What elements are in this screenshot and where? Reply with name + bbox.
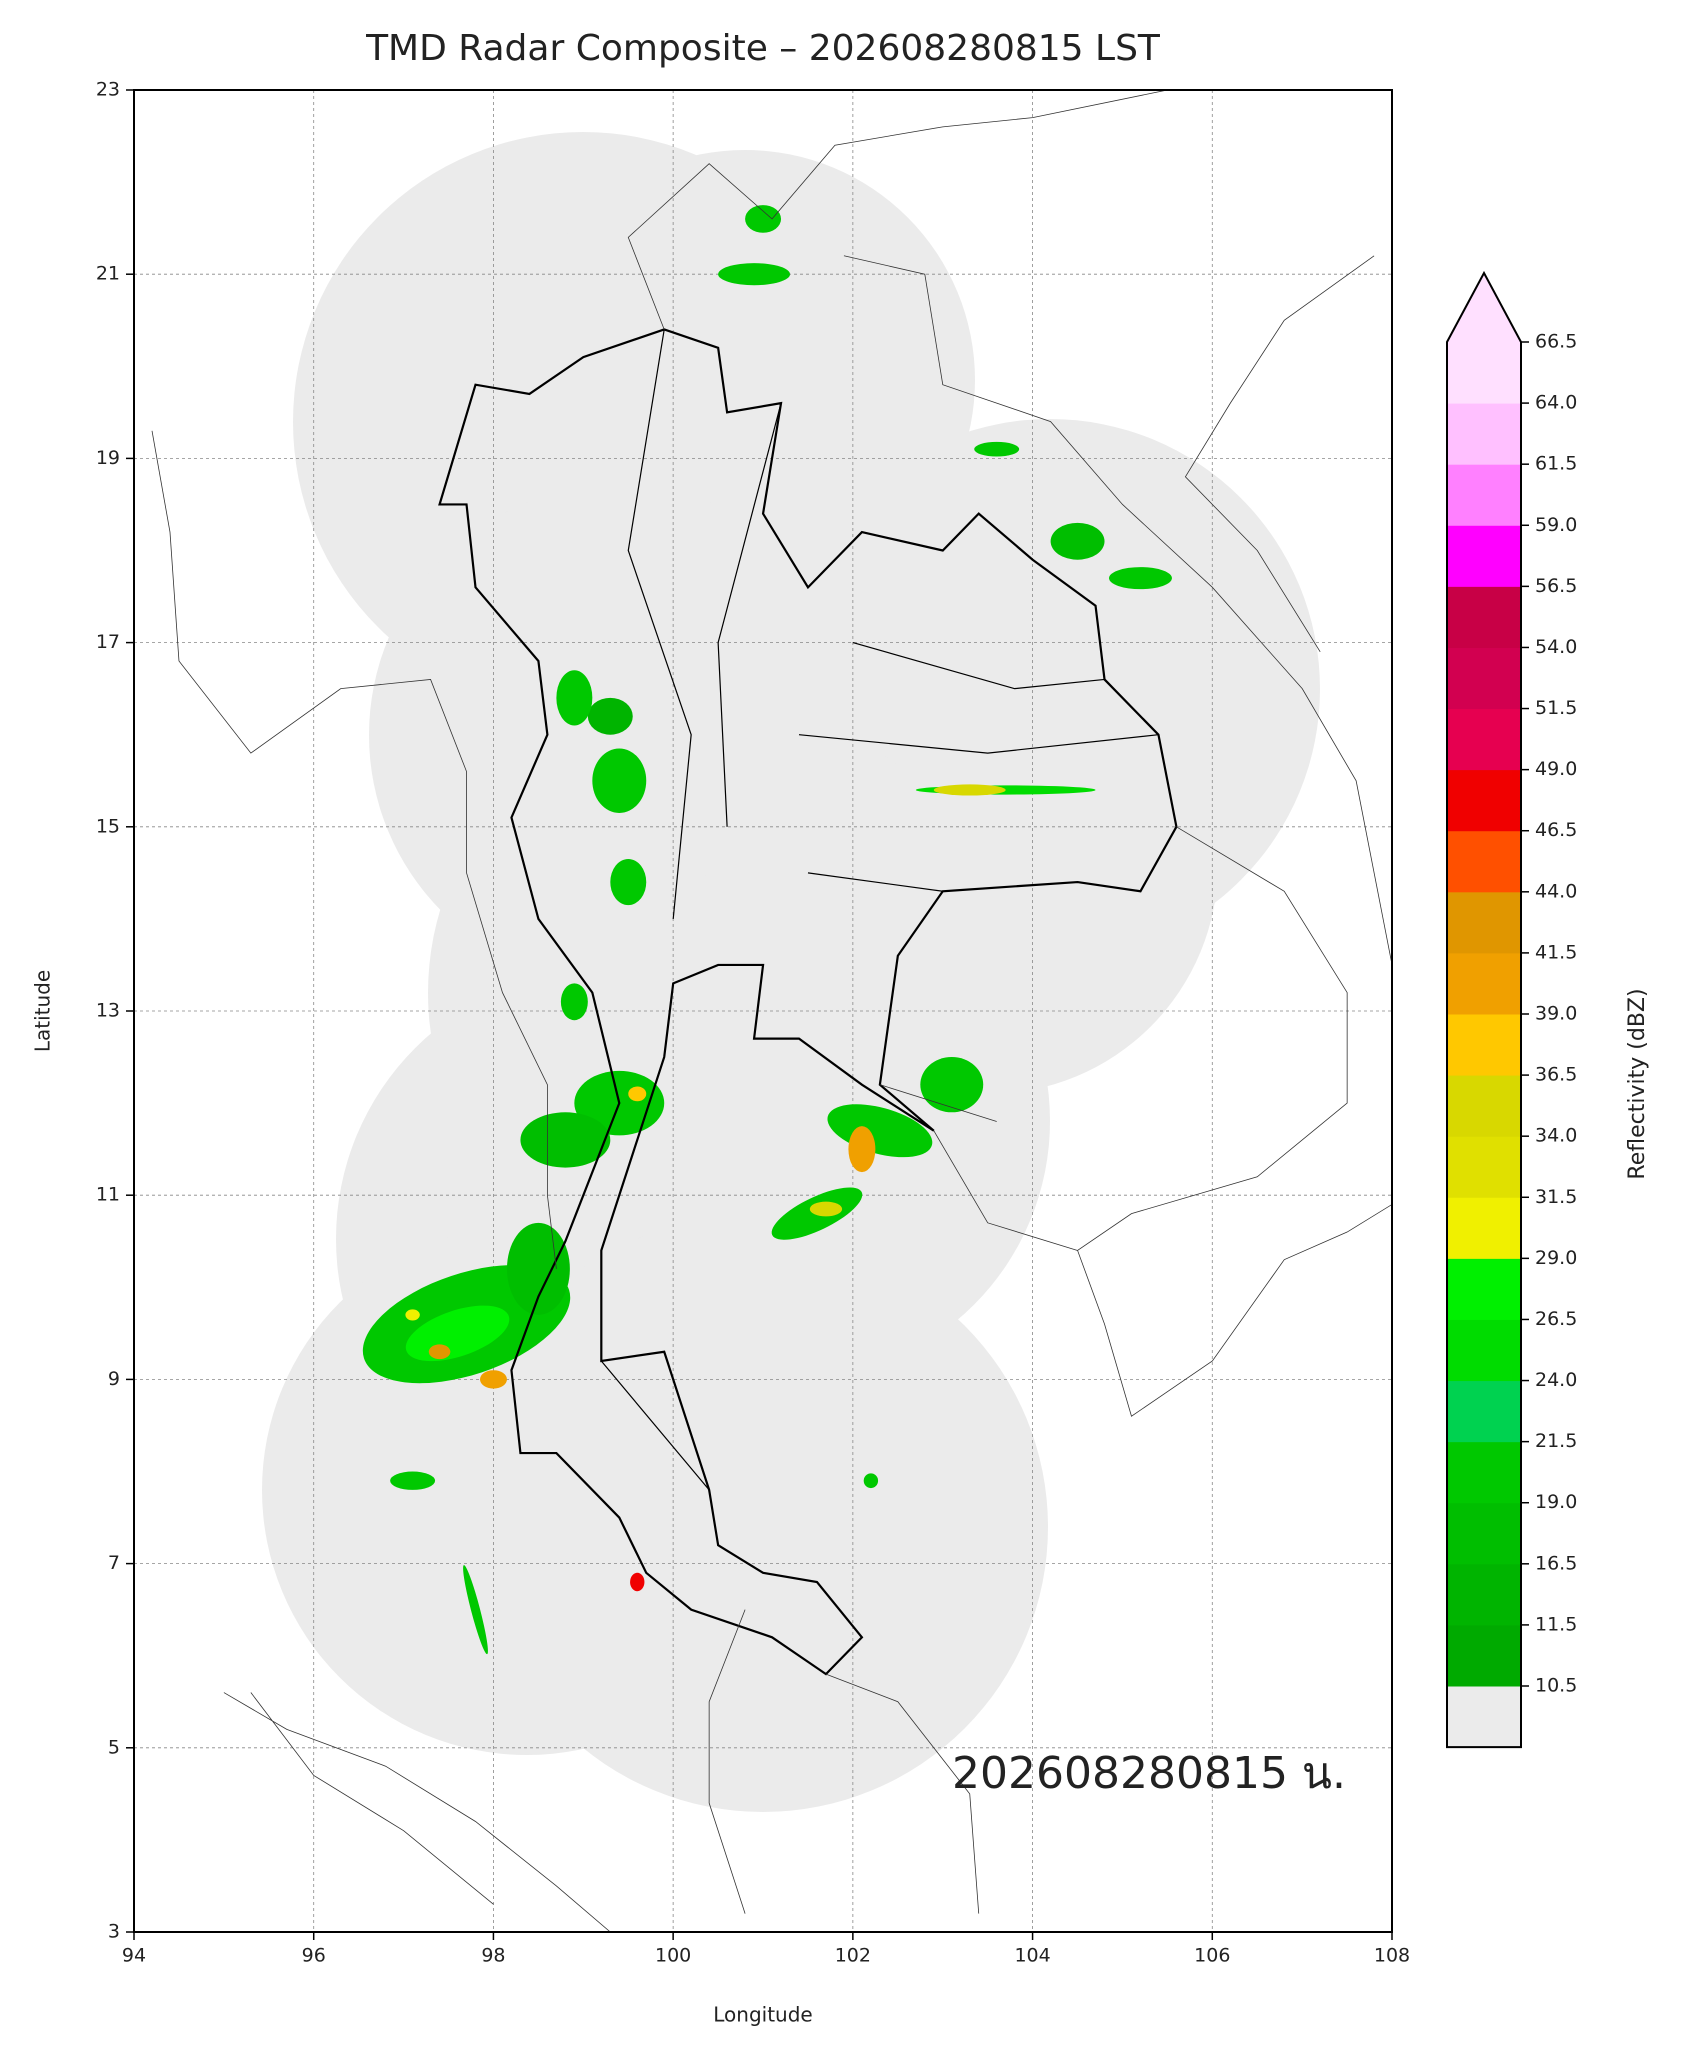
colorbar-tick-label: 16.5 [1535, 1552, 1577, 1574]
timestamp-annotation: 202608280815 น. [952, 1748, 1346, 1799]
y-tick-label: 15 [96, 815, 120, 837]
colorbar-tick-label: 34.0 [1535, 1125, 1577, 1147]
colorbar-segment [1447, 1014, 1521, 1076]
grid [134, 90, 1392, 1932]
colorbar-tick-label: 11.5 [1535, 1613, 1577, 1635]
y-tick-label: 7 [108, 1552, 120, 1574]
radar-coverage [262, 132, 1320, 1812]
colorbar-segment [1447, 1075, 1521, 1137]
map-area [134, 90, 1392, 1932]
colorbar-segment [1447, 403, 1521, 465]
colorbar-segment [1447, 1624, 1521, 1687]
colorbar-tick-label: 49.0 [1535, 758, 1577, 780]
y-tick-label: 13 [96, 1000, 120, 1022]
colorbar-tick-label: 19.0 [1535, 1491, 1577, 1513]
colorbar-tick-label: 39.0 [1535, 1003, 1577, 1025]
colorbar-tick-label: 44.0 [1535, 880, 1577, 902]
colorbar-segment [1447, 1136, 1521, 1198]
colorbar-over [1447, 273, 1521, 342]
colorbar-tick-label: 10.5 [1535, 1675, 1577, 1697]
y-tick-label: 19 [96, 447, 120, 469]
colorbar-segment [1447, 1258, 1521, 1320]
colorbar-segment [1447, 830, 1521, 893]
colorbar-segment [1447, 1319, 1521, 1382]
colorbar-segment [1447, 525, 1521, 587]
x-axis-label: Longitude [713, 2003, 812, 2027]
colorbar-label: Reflectivity (dBZ) [1625, 988, 1650, 1179]
colorbar-tick-label: 29.0 [1535, 1247, 1577, 1269]
y-tick-label: 23 [96, 79, 120, 101]
colorbar-tick-label: 46.5 [1535, 819, 1577, 841]
y-tick-label: 21 [96, 263, 120, 285]
colorbar-segment [1447, 708, 1521, 771]
x-tick-label: 108 [1374, 1945, 1410, 1967]
colorbar-tick-label: 61.5 [1535, 453, 1577, 475]
colorbar-segment [1447, 952, 1521, 1015]
colorbar-tick-label: 31.5 [1535, 1186, 1577, 1208]
colorbar-tick-label: 66.5 [1535, 331, 1577, 353]
x-tick-label: 100 [655, 1945, 691, 1967]
y-axis-label: Latitude [31, 970, 55, 1052]
x-tick-label: 102 [835, 1945, 871, 1967]
y-tick-label: 5 [108, 1736, 120, 1758]
colorbar-segment [1447, 769, 1521, 832]
colorbar-segment [1447, 1197, 1521, 1259]
colorbar-tick-label: 59.0 [1535, 514, 1577, 536]
colorbar-segment [1447, 586, 1521, 648]
colorbar-segment [1447, 1502, 1521, 1565]
colorbar: 10.5 11.5 16.5 19.0 21.5 24.0 26.5 29.0 31.5 34.0… [1446, 270, 1577, 1749]
colorbar-under [1447, 1686, 1521, 1748]
colorbar-segment [1447, 891, 1521, 954]
y-tick-label: 17 [96, 631, 120, 653]
colorbar-tick-label: 26.5 [1535, 1308, 1577, 1330]
colorbar-tick-label: 36.5 [1535, 1064, 1577, 1086]
x-tick-label: 98 [481, 1945, 505, 1967]
map-geography [152, 90, 1392, 1932]
colorbar-segment [1447, 1380, 1521, 1443]
colorbar-tick-label: 21.5 [1535, 1430, 1577, 1452]
x-tick-label: 104 [1014, 1945, 1050, 1967]
colorbar-outline [1446, 270, 1522, 1749]
y-tick-label: 9 [108, 1368, 120, 1390]
chart-title: TMD Radar Composite – 202608280815 LST [365, 28, 1161, 69]
colorbar-tick-label: 24.0 [1535, 1369, 1577, 1391]
colorbar-segment [1447, 342, 1521, 404]
y-tick-label: 3 [108, 1921, 120, 1943]
colorbar-tick-label: 64.0 [1535, 392, 1577, 414]
colorbar-tick-label: 51.5 [1535, 697, 1577, 719]
colorbar-segment [1447, 1441, 1521, 1504]
x-tick-label: 106 [1194, 1945, 1230, 1967]
colorbar-segment [1447, 1563, 1521, 1626]
y-tick-label: 11 [96, 1184, 120, 1206]
colorbar-segment [1447, 647, 1521, 710]
colorbar-segment [1447, 464, 1521, 526]
x-tick-label: 94 [122, 1945, 146, 1967]
colorbar-tick-label: 54.0 [1535, 636, 1577, 658]
colorbar-tick-label: 41.5 [1535, 941, 1577, 963]
colorbar-tick-label: 56.5 [1535, 575, 1577, 597]
x-tick-label: 96 [302, 1945, 326, 1967]
